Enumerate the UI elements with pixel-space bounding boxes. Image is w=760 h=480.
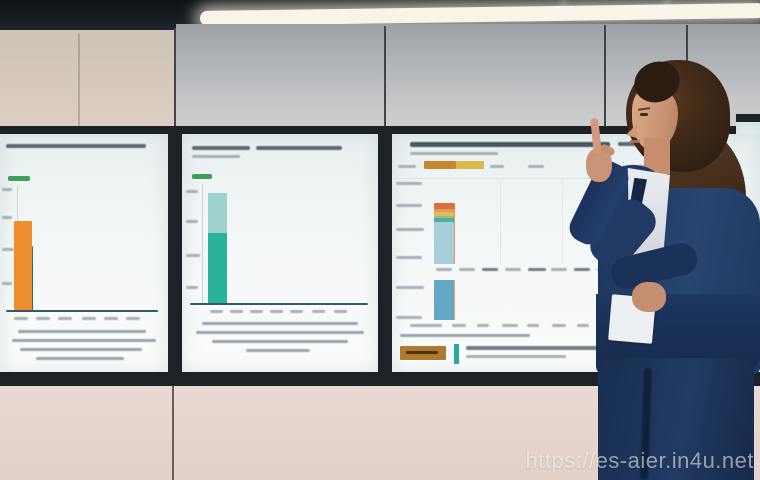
chart-bar <box>14 221 32 310</box>
illegible-title-line <box>6 144 146 148</box>
illegible-green-label <box>192 174 212 179</box>
screen-bezel-mid-right <box>378 126 392 386</box>
illegible-caption-line <box>196 331 364 334</box>
y-tick-label <box>2 248 14 251</box>
chart-bar <box>434 222 454 264</box>
wall-seam <box>384 26 386 128</box>
illegible-legend-line <box>466 346 656 350</box>
row-label <box>396 228 424 231</box>
footer-label <box>527 324 539 327</box>
y-tick-label <box>186 254 200 257</box>
footer-label <box>552 324 566 327</box>
band-label <box>482 268 498 271</box>
footer-label <box>410 324 442 327</box>
illegible-caption-line <box>18 330 146 333</box>
illegible-subtitle-line <box>192 155 240 158</box>
grid-line <box>500 178 501 264</box>
legend-swatch-box <box>400 346 446 360</box>
row-label <box>396 204 422 207</box>
control-bar-orange-segment <box>424 161 456 169</box>
illegible-title-line <box>192 146 250 150</box>
illegible-title-line <box>256 146 342 150</box>
lips <box>630 140 640 143</box>
illegible-title-line <box>410 142 610 147</box>
x-tick-label <box>270 310 283 313</box>
chart-bar <box>208 193 227 303</box>
y-tick-label <box>186 190 198 193</box>
footer-label <box>477 324 489 327</box>
y-tick-label <box>2 282 12 285</box>
watermark-url: https://es-aier.in4u.net <box>525 448 754 473</box>
row-label <box>396 256 422 259</box>
illegible-green-label <box>8 176 30 181</box>
screen-bezel-mid-left <box>168 126 182 386</box>
illegible-swatch-text <box>406 351 438 354</box>
x-tick-label <box>230 310 243 313</box>
screen-middle <box>182 134 378 372</box>
band-label <box>459 268 475 271</box>
y-tick-label <box>2 188 12 191</box>
band-label <box>436 268 452 271</box>
x-tick-label <box>334 310 347 313</box>
x-tick-label <box>82 317 96 320</box>
right-panel-bezel <box>736 114 760 122</box>
x-axis-line <box>6 310 158 312</box>
x-tick-label <box>312 310 325 313</box>
wall-seam <box>604 25 606 128</box>
illegible-control-label <box>398 165 416 168</box>
businesswoman <box>540 50 760 480</box>
chart-bar-top-segment <box>208 193 227 233</box>
illegible-legend-line <box>466 355 566 358</box>
x-tick-label <box>104 317 118 320</box>
y-tick-label <box>186 286 198 289</box>
band-label <box>551 268 567 271</box>
band-label <box>528 268 546 271</box>
illegible-caption-line <box>20 348 142 351</box>
y-tick-label <box>186 220 198 223</box>
x-axis-line <box>190 303 368 305</box>
x-tick-label <box>290 310 303 313</box>
footer-label <box>502 324 518 327</box>
row-label <box>396 182 422 185</box>
chart-bar <box>434 280 454 320</box>
illegible-caption-line <box>202 322 358 325</box>
x-tick-label <box>250 310 263 313</box>
row-label <box>396 316 422 319</box>
illegible-control-label <box>490 165 504 168</box>
wall-seam <box>174 28 176 128</box>
illegible-caption-line <box>246 349 310 352</box>
grid-line <box>392 178 752 179</box>
screen-left <box>0 134 168 372</box>
illegible-caption-line <box>400 334 530 337</box>
x-tick-label <box>58 317 72 320</box>
wall-seam <box>78 34 80 130</box>
grid-line <box>562 178 563 264</box>
band-label <box>505 268 521 271</box>
x-tick-label <box>14 317 28 320</box>
upper-wall-left <box>0 30 176 130</box>
illegible-caption-line <box>36 357 124 360</box>
illegible-caption-line <box>212 340 348 343</box>
x-tick-label <box>36 317 50 320</box>
band-label <box>574 268 590 271</box>
eye <box>640 113 648 116</box>
x-tick-label <box>210 310 223 313</box>
x-tick-label <box>126 317 140 320</box>
row-label <box>396 286 424 289</box>
y-axis-line <box>202 184 203 303</box>
legend-swatch-bar <box>454 344 459 364</box>
illegible-caption-line <box>12 339 156 342</box>
illegible-control-label <box>528 165 544 168</box>
illegible-subtitle-line <box>410 152 498 155</box>
control-bar-gold-segment <box>456 161 484 169</box>
y-tick-label <box>2 216 12 219</box>
suit-trousers <box>598 358 754 480</box>
lower-wall-seam <box>172 384 174 480</box>
nose <box>626 124 637 138</box>
lower-hand <box>632 282 666 312</box>
footer-label <box>577 324 589 327</box>
footer-label <box>452 324 466 327</box>
